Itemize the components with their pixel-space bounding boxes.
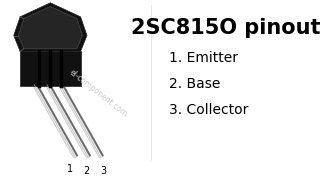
Polygon shape — [20, 51, 81, 86]
Text: 3: 3 — [101, 166, 107, 176]
Polygon shape — [18, 7, 82, 49]
Polygon shape — [48, 83, 91, 157]
Text: 3. Collector: 3. Collector — [169, 103, 249, 117]
Polygon shape — [58, 83, 104, 158]
Text: 1: 1 — [68, 164, 74, 174]
Text: 2: 2 — [83, 166, 89, 176]
Polygon shape — [45, 83, 91, 158]
Polygon shape — [61, 83, 104, 157]
Polygon shape — [35, 83, 78, 157]
Text: 1. Emitter: 1. Emitter — [169, 51, 238, 65]
Text: 2SC815O pinout: 2SC815O pinout — [132, 18, 321, 38]
Text: el-component.com: el-component.com — [68, 68, 130, 119]
Polygon shape — [33, 83, 78, 158]
Polygon shape — [14, 3, 87, 51]
Text: 2. Base: 2. Base — [169, 77, 221, 91]
